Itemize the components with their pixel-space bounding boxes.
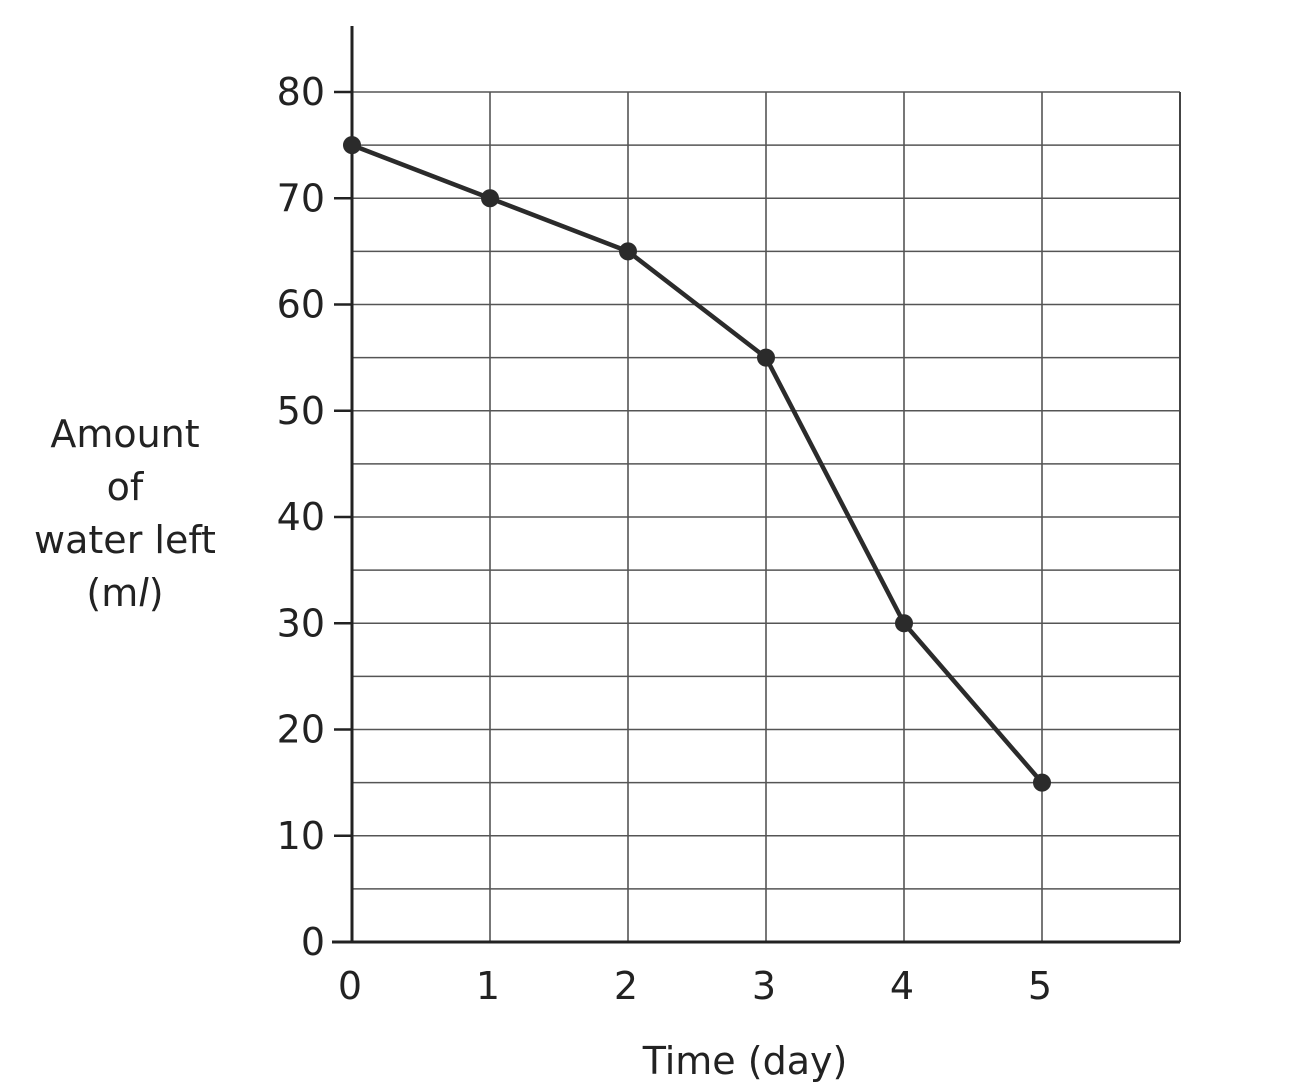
y-axis-label: Amount of water left (ml) [10,408,240,620]
y-axis-label-line-2: of [106,465,144,509]
x-tick-labels: 0 1 2 3 4 5 [338,964,1052,1008]
series-line [351,143,1044,785]
y-tick-labels: 0 10 20 30 40 50 60 70 80 [277,70,325,964]
series-water-left [343,136,1051,792]
y-tick-label: 20 [277,708,325,752]
y-tick-label: 0 [301,920,325,964]
x-tick-label: 0 [338,964,362,1008]
x-tick-label: 3 [752,964,776,1008]
x-tick-label: 4 [890,964,914,1008]
y-tick-label: 80 [277,70,325,114]
data-point [1033,773,1051,792]
grid [352,91,1181,942]
axes [332,26,1180,944]
y-tick-label: 60 [277,283,325,327]
x-tick-label: 1 [476,964,500,1008]
y-axis-label-line-3: water left [34,518,216,562]
y-tick-label: 10 [277,814,325,858]
y-axis-label-unit: (ml) [86,571,164,615]
y-tick-label: 40 [277,495,325,539]
y-tick-label: 70 [277,176,325,220]
y-tick-label: 50 [277,389,325,433]
data-point [757,348,775,367]
data-point [481,189,499,208]
data-point [895,614,913,633]
x-axis-label: Time (day) [642,1039,848,1083]
y-tick-label: 30 [277,601,325,645]
y-axis-label-line-1: Amount [50,412,200,456]
data-point [619,242,637,261]
data-point [343,136,361,155]
x-tick-label: 5 [1028,964,1052,1008]
x-tick-label: 2 [614,964,638,1008]
